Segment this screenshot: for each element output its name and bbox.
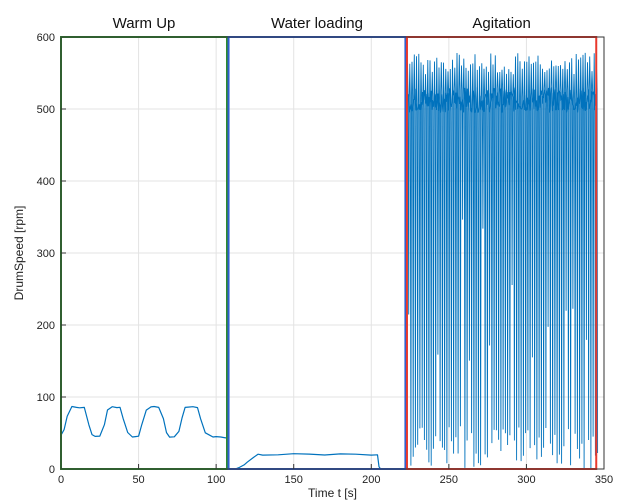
x-tick-label: 300 <box>517 474 535 486</box>
line-segment-water_loading <box>228 453 382 470</box>
y-tick-label: 300 <box>37 248 55 260</box>
phase-label: Agitation <box>472 15 530 32</box>
y-tick-label: 100 <box>37 392 55 404</box>
x-axis-label: Time t [s] <box>308 486 357 500</box>
line-segment-warm_up <box>60 405 228 439</box>
x-tick-label: 350 <box>595 474 613 486</box>
agitation-center-band <box>406 87 597 114</box>
y-tick-label: 400 <box>37 176 55 188</box>
phase-label: Water loading <box>271 15 363 32</box>
line-segment-agitation <box>406 52 599 470</box>
x-tick-label: 50 <box>132 474 144 486</box>
x-tick-label: 0 <box>58 474 64 486</box>
x-tick-label: 250 <box>440 474 458 486</box>
x-tick-label: 200 <box>362 474 380 486</box>
phase-label: Warm Up <box>113 15 176 32</box>
data-series <box>60 52 599 470</box>
y-tick-label: 200 <box>37 320 55 332</box>
y-axis-label: DrumSpeed [rpm] <box>12 206 26 301</box>
axis-ticks: 0 50 100 150 200 250 300 350 0 100 200 300 400 500 600 <box>37 32 614 486</box>
y-tick-label: 500 <box>37 104 55 116</box>
y-tick-label: 0 <box>49 464 55 476</box>
x-tick-label: 150 <box>285 474 303 486</box>
x-tick-label: 100 <box>207 474 225 486</box>
y-tick-label: 600 <box>37 32 55 44</box>
